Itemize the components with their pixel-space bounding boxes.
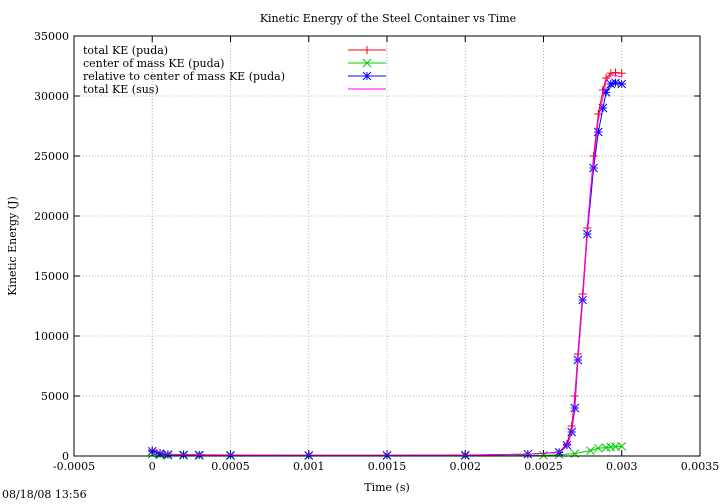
y-tick-label: 30000 xyxy=(34,90,69,103)
chart-title: Kinetic Energy of the Steel Container vs… xyxy=(260,12,516,25)
x-tick-label: 0.0035 xyxy=(681,460,720,473)
data-point xyxy=(147,446,157,456)
legend-label: total KE (sus) xyxy=(83,83,159,96)
x-axis-label: Time (s) xyxy=(364,481,410,494)
x-tick-label: 0.0005 xyxy=(211,460,250,473)
data-point xyxy=(606,69,615,78)
x-tick-label: 0.001 xyxy=(293,460,325,473)
data-point xyxy=(594,110,603,118)
x-tick-label: 0.0015 xyxy=(368,460,407,473)
x-tick-label: 0 xyxy=(149,460,156,473)
y-axis-label: Kinetic Energy (J) xyxy=(6,196,19,296)
legend-item: total KE (puda) xyxy=(83,44,386,57)
legend-item: center of mass KE (puda) xyxy=(83,57,386,70)
legend: total KE (puda)center of mass KE (puda)r… xyxy=(83,44,386,96)
y-tick-label: 20000 xyxy=(34,210,69,223)
legend-label: total KE (puda) xyxy=(83,44,168,57)
legend-item: relative to center of mass KE (puda) xyxy=(83,70,386,83)
data-point xyxy=(363,46,371,54)
y-tick-label: 25000 xyxy=(34,150,69,163)
y-tick-label: 5000 xyxy=(41,390,69,403)
axis-ticks: -0.0005 0 0.0005 0.001 0.0015 0.002 0.0025 0.00… xyxy=(34,30,719,473)
data-point xyxy=(611,78,620,88)
y-tick-label: 0 xyxy=(62,450,69,463)
timestamp: 08/18/08 13:56 xyxy=(2,488,87,501)
data-point xyxy=(586,446,595,455)
data-point xyxy=(617,69,626,78)
series-line xyxy=(152,72,622,456)
x-tick-label: 0.002 xyxy=(450,460,482,473)
legend-label: center of mass KE (puda) xyxy=(83,57,224,70)
data-point xyxy=(617,79,627,89)
y-tick-label: 15000 xyxy=(34,270,69,283)
data-point xyxy=(593,127,603,137)
plot-frame xyxy=(73,35,701,457)
x-tick-label: 0.0025 xyxy=(524,460,563,473)
y-tick-label: 35000 xyxy=(34,30,69,43)
data-point xyxy=(593,443,603,453)
data-point xyxy=(362,58,372,68)
y-tick-label: 10000 xyxy=(34,330,69,343)
series-line xyxy=(152,73,622,456)
series-1 xyxy=(148,68,626,460)
data-point xyxy=(362,71,372,81)
data-point xyxy=(617,442,627,451)
grid-lines xyxy=(74,36,700,457)
x-tick-label: 0.003 xyxy=(606,460,638,473)
legend-label: relative to center of mass KE (puda) xyxy=(83,70,285,83)
legend-item: total KE (sus) xyxy=(83,83,386,96)
series-4 xyxy=(152,73,622,456)
x-tick-label: -0.0005 xyxy=(53,460,95,473)
